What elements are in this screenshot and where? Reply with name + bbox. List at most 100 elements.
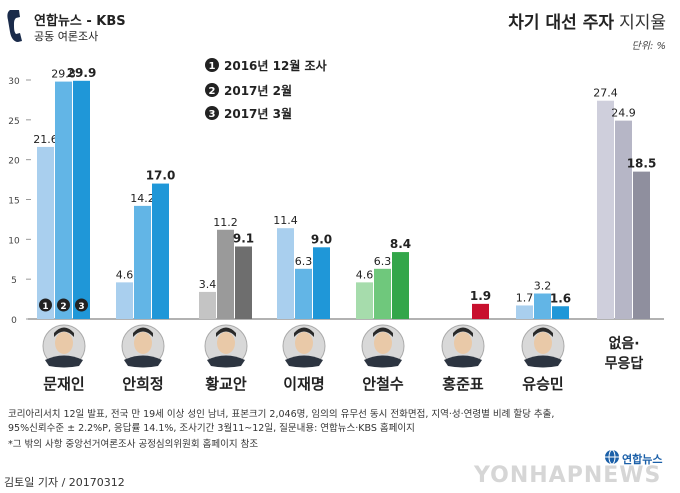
chart-title-sub: 지지율 — [619, 13, 666, 33]
bar — [472, 303, 489, 319]
legend-marker-number: 1 — [209, 61, 216, 72]
data-label: 11.4 — [273, 214, 298, 227]
legend-marker — [205, 83, 219, 97]
y-tick-label: 10 — [8, 236, 20, 246]
data-label: 4.6 — [356, 268, 374, 281]
category-label-line2: 무응답 — [605, 355, 644, 372]
data-label: 24.9 — [611, 107, 636, 120]
series-marker-number: 3 — [78, 302, 84, 312]
chart-title: 차기 대선 주자 지지율 — [508, 8, 666, 33]
bar — [392, 252, 409, 319]
data-label: 29.9 — [67, 66, 97, 80]
data-label: 18.5 — [627, 157, 657, 171]
bar — [615, 120, 632, 319]
data-label: 14.2 — [130, 192, 155, 205]
candidate-suit — [444, 355, 482, 368]
candidate-suit — [364, 355, 402, 368]
series-marker-circle — [39, 298, 52, 312]
series-marker-number: 1 — [42, 302, 48, 312]
legend-marker-number: 2 — [209, 86, 216, 97]
bar — [134, 205, 151, 319]
bar — [295, 268, 312, 319]
category-label: 안희정 — [122, 375, 163, 393]
data-label: 4.6 — [116, 268, 134, 281]
candidate-face — [295, 332, 313, 354]
category-label: 유승민 — [522, 375, 563, 393]
candidate-hair — [533, 327, 553, 337]
data-label: 6.3 — [374, 255, 392, 268]
candidate-face — [454, 332, 472, 354]
category-label: 안철수 — [362, 375, 404, 393]
y-tick-label: 15 — [8, 197, 19, 207]
data-label: 1.7 — [516, 291, 534, 304]
category-label-line1: 없음· — [608, 336, 639, 352]
bar — [217, 229, 234, 319]
bar — [516, 305, 533, 319]
legend-marker — [205, 58, 219, 72]
note-line-3: *그 밖의 사항 중앙선거여론조사 공정심의위원회 홈페이지 참조 — [8, 439, 259, 450]
globe-logo-icon — [604, 449, 620, 465]
series-marker-circle — [57, 298, 70, 312]
author-credit: 김토일 기자 / 20170312 — [4, 476, 125, 489]
data-label: 3.4 — [199, 278, 217, 291]
data-label: 8.4 — [390, 237, 411, 251]
note-line-1: 코리아리서치 12일 발표, 전국 만 19세 이상 성인 남녀, 표본크기 2… — [8, 409, 555, 420]
source-subtitle: 공동 여론조사 — [34, 30, 99, 43]
source-logo: 연합뉴스 - KBS — [34, 14, 126, 29]
candidate-face — [217, 332, 235, 354]
data-label: 11.2 — [213, 216, 238, 229]
y-tick-label: 25 — [8, 117, 19, 127]
data-label: 27.4 — [593, 87, 618, 100]
series-marker-circle — [75, 298, 88, 312]
agency-logo: 연합뉴스 — [622, 453, 663, 466]
data-label: 9.1 — [233, 232, 254, 246]
data-label: 21.6 — [33, 133, 58, 146]
candidate-hair — [373, 327, 393, 337]
bar — [277, 228, 294, 319]
category-label: 이재명 — [283, 375, 324, 393]
candidate-hair — [54, 327, 74, 337]
bar — [73, 80, 90, 320]
chart-title-main: 차기 대선 주자 — [508, 13, 614, 33]
watermark: YONHAPNEWS — [474, 463, 662, 488]
candidate-suit — [285, 355, 323, 368]
phone-icon — [6, 8, 28, 44]
candidate-hair — [294, 327, 314, 337]
candidate-suit — [524, 355, 562, 368]
bar — [597, 100, 614, 319]
candidate-suit — [207, 355, 245, 368]
data-label: 6.3 — [295, 255, 313, 268]
bar — [116, 282, 133, 319]
series-marker-number: 2 — [60, 302, 66, 312]
candidate-face — [534, 332, 552, 354]
data-label: 29.8 — [51, 68, 76, 81]
candidate-face — [134, 332, 152, 354]
bar — [37, 146, 54, 319]
bar — [199, 291, 216, 319]
bar — [356, 282, 373, 319]
y-tick-label: 0 — [11, 316, 17, 326]
bar — [633, 171, 650, 319]
unit-label: 단위: % — [631, 41, 666, 52]
category-label: 문재인 — [43, 375, 84, 393]
data-label: 1.9 — [470, 289, 491, 303]
category-label: 황교안 — [205, 375, 247, 393]
data-label: 3.2 — [534, 280, 552, 293]
bar — [374, 268, 391, 319]
legend-label: 2017년 2월 — [224, 83, 292, 98]
category-label: 홍준표 — [442, 375, 484, 393]
bar — [235, 246, 252, 319]
candidate-face — [55, 332, 73, 354]
bar — [55, 81, 72, 320]
bar — [552, 306, 569, 319]
data-label: 9.0 — [311, 232, 332, 246]
candidate-hair — [453, 327, 473, 337]
legend-label: 2017년 3월 — [224, 106, 292, 121]
candidate-hair — [133, 327, 153, 337]
legend-marker-number: 3 — [209, 109, 216, 120]
legend-marker — [205, 106, 219, 120]
data-label: 1.6 — [550, 291, 571, 305]
candidate-suit — [124, 355, 162, 368]
note-line-2: 95%신뢰수준 ± 2.2%P, 응답률 14.1%, 조사기간 3월11~12… — [8, 423, 415, 434]
